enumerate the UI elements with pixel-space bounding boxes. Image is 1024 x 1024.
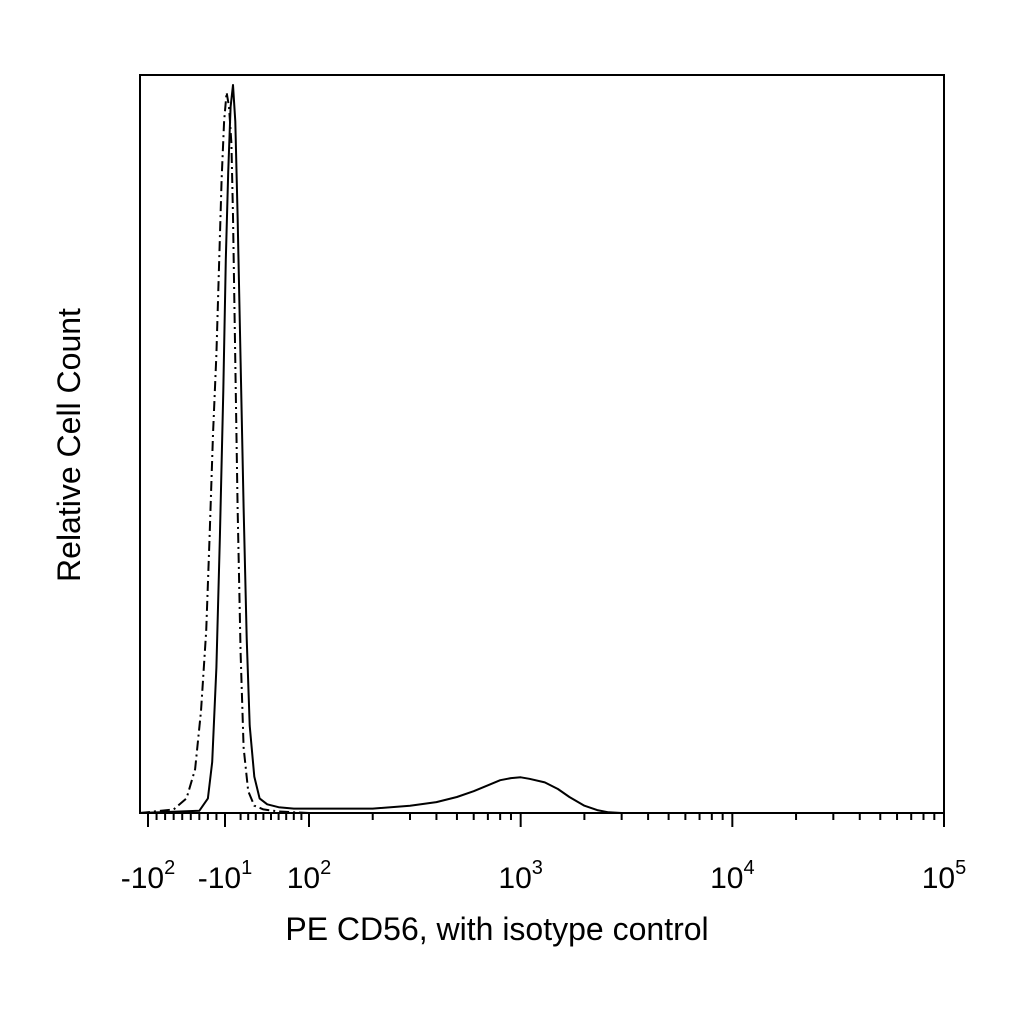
x-tick-label: -102 [121,857,175,895]
x-tick-label: 102 [287,857,332,895]
plot-frame [139,74,945,814]
y-axis-label: Relative Cell Count [51,308,87,582]
x-tick-label: -101 [198,857,252,895]
x-axis-label: PE CD56, with isotype control [285,911,708,947]
x-tick-label: 103 [498,857,543,895]
x-tick-label: 104 [710,857,755,895]
x-axis-ticks [147,813,945,827]
pe-cd56-line [139,84,944,814]
x-axis-tick-labels: -102 -101 102 103 104 105 [121,857,966,895]
x-tick-label: 105 [922,857,967,895]
isotype-control-line [139,91,944,814]
series-layer [139,84,944,814]
